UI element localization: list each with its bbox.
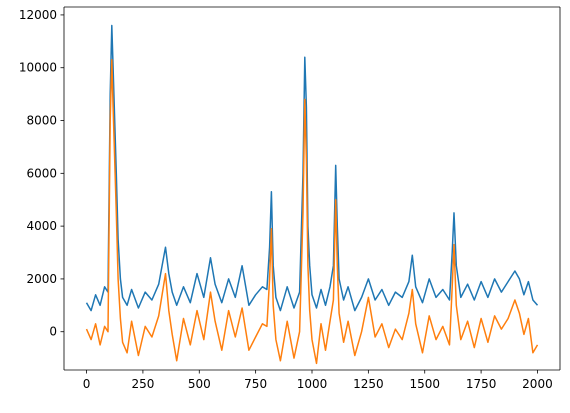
x-tick-label: 1750 xyxy=(466,377,497,391)
y-tick-label: 4000 xyxy=(26,219,57,233)
y-tick-label: 10000 xyxy=(19,61,57,75)
series-line-1 xyxy=(85,24,539,312)
x-tick-label: 1250 xyxy=(353,377,384,391)
x-tick-label: 750 xyxy=(244,377,267,391)
x-tick-label: 250 xyxy=(131,377,154,391)
y-tick-label: 2000 xyxy=(26,272,57,286)
x-tick-label: 2000 xyxy=(522,377,553,391)
x-tick-label: 0 xyxy=(83,377,91,391)
x-tick-label: 1500 xyxy=(409,377,440,391)
y-tick-label: 6000 xyxy=(26,166,57,180)
ticks-layer: 0 250 500 750 1000 1250 1500 1750 2000 0 2000 4000 6… xyxy=(19,8,553,391)
series-line-2 xyxy=(85,59,539,365)
y-tick-label: 12000 xyxy=(19,8,57,22)
series-layer xyxy=(85,24,539,365)
y-tick-label: 8000 xyxy=(26,114,57,128)
x-tick-label: 1000 xyxy=(297,377,328,391)
plot-background xyxy=(64,7,560,370)
x-tick-label: 500 xyxy=(188,377,211,391)
y-tick-label: 0 xyxy=(49,325,57,339)
